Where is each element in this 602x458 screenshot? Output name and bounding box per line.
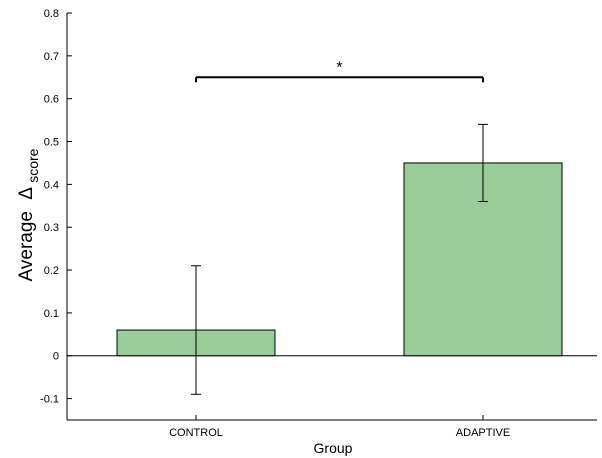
y-tick-label: 0.4 [44, 179, 59, 191]
y-tick-label: 0.6 [44, 94, 59, 106]
y-tick-label: 0.8 [44, 8, 59, 20]
y-tick-label: 0.1 [44, 308, 59, 320]
y-tick-label: 0.7 [44, 51, 59, 63]
x-axis-label: Group [314, 440, 353, 456]
y-tick-label: 0.2 [44, 265, 59, 277]
svg-text:Average Δ score: Average Δ score [16, 148, 41, 281]
y-axis-label: Average Δ score [16, 148, 41, 281]
y-tick-label: 0 [53, 351, 59, 363]
significance-star: * [336, 59, 342, 76]
y-axis-label-delta: Δ [16, 187, 37, 200]
y-axis-label-word: Average [16, 211, 37, 281]
y-tick-label: 0.5 [44, 137, 59, 149]
plot-area: -0.1 0 0.1 0.2 0.3 0.4 0.5 0.6 0.7 0.8 CONTROL ADAP… [40, 8, 597, 439]
y-tick-label: 0.3 [44, 222, 59, 234]
x-tick-label: CONTROL [169, 427, 223, 439]
y-axis-label-subscript: score [25, 148, 41, 182]
x-tick-label: ADAPTIVE [456, 427, 510, 439]
y-tick-label: -0.1 [40, 394, 59, 406]
